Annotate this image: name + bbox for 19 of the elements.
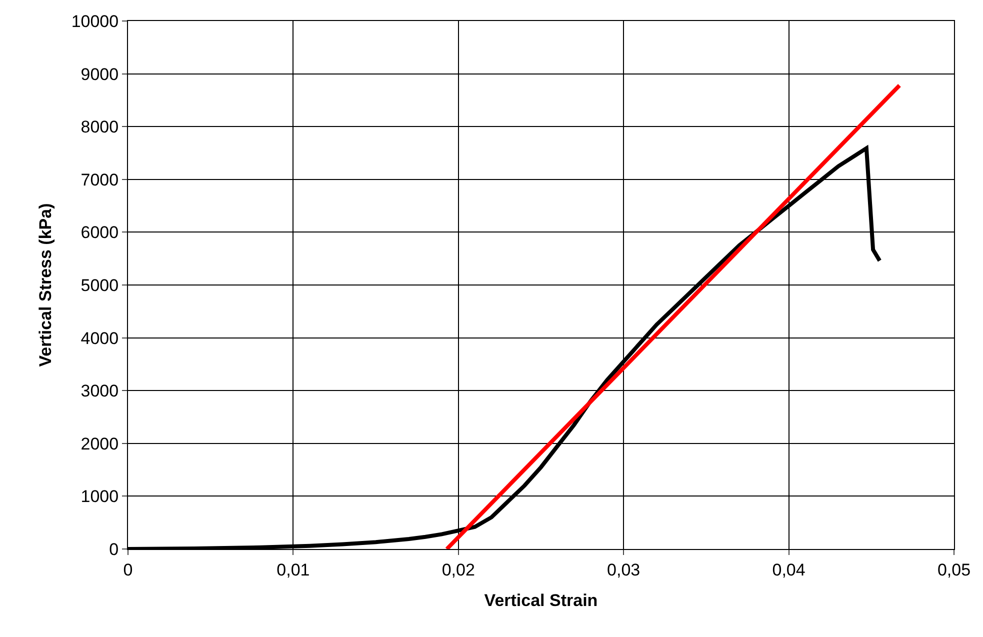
y-tick-label: 2000 <box>80 434 119 454</box>
x-tick-label: 0,02 <box>442 560 475 580</box>
y-tick-label: 9000 <box>80 64 119 84</box>
y-tick-label: 6000 <box>80 223 119 242</box>
x-axis-title: Vertical Strain <box>484 590 598 610</box>
y-tick-label: 7000 <box>80 170 119 190</box>
y-axis-title: Vertical Stress (kPa) <box>36 203 55 367</box>
x-tick-label: 0,01 <box>276 560 310 580</box>
x-tick-label: 0,03 <box>607 560 640 580</box>
x-tick-label: 0,04 <box>772 560 806 580</box>
y-tick-label: 0 <box>109 540 119 559</box>
x-tick-label: 0 <box>123 560 133 580</box>
y-tick-label: 8000 <box>80 118 119 137</box>
y-tick-label: 1000 <box>80 487 119 506</box>
x-tick-label: 0,05 <box>937 560 971 580</box>
y-tick-label: 4000 <box>80 328 119 348</box>
y-tick-label: 5000 <box>80 276 119 295</box>
y-tick-label: 3000 <box>80 382 119 401</box>
y-tick-label: 10000 <box>71 12 119 31</box>
